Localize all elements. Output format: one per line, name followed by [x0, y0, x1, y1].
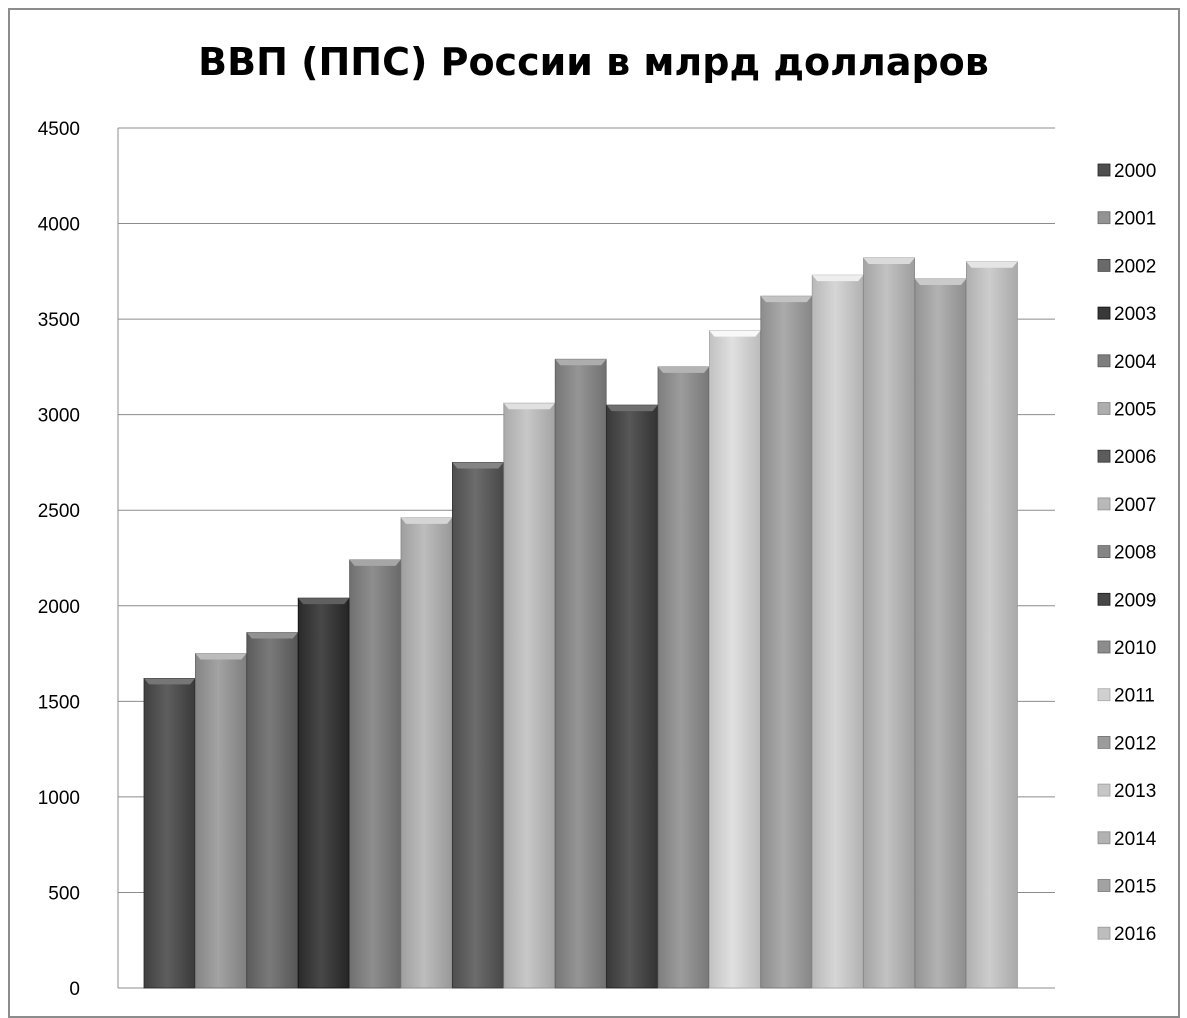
y-tick-label: 1500 — [38, 692, 80, 713]
bar-cap-2011 — [709, 330, 761, 337]
bar-cap-2013 — [812, 275, 864, 282]
bar-2010 — [657, 366, 710, 989]
legend-label-2004: 2004 — [1114, 352, 1157, 373]
bar-2003 — [297, 597, 350, 989]
legend-swatch-2002 — [1097, 258, 1111, 272]
bar-cap-2008 — [555, 359, 607, 366]
bar-2014 — [863, 257, 915, 989]
y-tick-label: 2000 — [38, 597, 80, 618]
bar-2008 — [554, 358, 607, 989]
legend-label-2007: 2007 — [1114, 495, 1156, 516]
bar-cap-2001 — [195, 653, 247, 660]
bar-2012 — [760, 295, 813, 989]
bar-cap-2009 — [606, 405, 658, 412]
legend-label-2010: 2010 — [1114, 638, 1156, 659]
bar-2005 — [400, 517, 453, 989]
bar-2004 — [349, 559, 402, 989]
y-tick-label: 500 — [48, 883, 80, 904]
legend-label-2015: 2015 — [1114, 877, 1156, 898]
legend-label-2001: 2001 — [1114, 209, 1156, 230]
legend-swatch-2006 — [1097, 449, 1111, 463]
y-tick-label: 3000 — [38, 406, 80, 427]
bar-2016 — [966, 261, 1018, 989]
legend-label-2011: 2011 — [1114, 686, 1155, 707]
y-tick-label: 2500 — [38, 501, 80, 522]
bar-cap-2012 — [760, 296, 812, 303]
bar-2009 — [606, 404, 658, 989]
legend-swatch-2011 — [1097, 688, 1111, 702]
legend-swatch-2014 — [1097, 831, 1111, 845]
bar-2011 — [709, 330, 761, 989]
bar-2006 — [451, 462, 504, 989]
legend-swatch-2007 — [1097, 497, 1111, 511]
y-tick-label: 3500 — [38, 310, 80, 331]
chart-title: ВВП (ППС) России в млрд долларов — [198, 40, 989, 84]
bar-2013 — [811, 274, 864, 989]
legend-label-2012: 2012 — [1114, 733, 1156, 754]
bar-2002 — [246, 632, 299, 989]
bar-cap-2000 — [144, 678, 195, 685]
legend-swatch-2009 — [1097, 592, 1111, 606]
bar-2001 — [194, 653, 247, 989]
legend-label-2005: 2005 — [1114, 400, 1156, 421]
legend-swatch-2008 — [1097, 545, 1111, 558]
bar-cap-2003 — [298, 598, 350, 605]
legend-label-2016: 2016 — [1114, 924, 1156, 945]
legend-swatch-2001 — [1097, 211, 1111, 225]
legend-swatch-2015 — [1097, 879, 1111, 892]
legend-label-2002: 2002 — [1114, 256, 1156, 277]
legend-label-2000: 2000 — [1114, 161, 1156, 182]
bar-cap-2005 — [401, 517, 452, 524]
legend-label-2008: 2008 — [1114, 543, 1156, 564]
legend-label-2009: 2009 — [1114, 590, 1156, 611]
bar-cap-2002 — [246, 632, 298, 639]
legend-swatch-2004 — [1097, 354, 1111, 368]
legend-label-2003: 2003 — [1114, 304, 1156, 325]
y-tick-label: 0 — [69, 979, 80, 1000]
bar-cap-2006 — [452, 462, 504, 469]
y-tick-label: 1000 — [38, 788, 80, 809]
legend-label-2013: 2013 — [1114, 781, 1156, 802]
bar-cap-2014 — [863, 257, 915, 264]
legend-swatch-2010 — [1097, 640, 1111, 654]
bar-cap-2004 — [349, 559, 401, 566]
y-tick-label: 4500 — [38, 119, 80, 140]
bar-2007 — [503, 402, 556, 989]
legend-label-2006: 2006 — [1114, 447, 1156, 468]
bar-cap-2016 — [966, 261, 1018, 268]
bar-2015 — [914, 278, 967, 989]
y-tick-label: 4000 — [38, 215, 80, 236]
legend-swatch-2013 — [1097, 783, 1111, 797]
bar-cap-2010 — [658, 366, 709, 373]
bar-2000 — [143, 678, 196, 989]
legend-swatch-2003 — [1097, 306, 1111, 320]
bar-cap-2007 — [503, 403, 555, 410]
legend-swatch-2005 — [1097, 402, 1111, 415]
legend-swatch-2012 — [1097, 736, 1111, 749]
legend-swatch-2000 — [1097, 163, 1111, 177]
bar-cap-2015 — [915, 278, 966, 285]
legend-swatch-2016 — [1097, 926, 1111, 940]
legend-label-2014: 2014 — [1114, 829, 1157, 850]
